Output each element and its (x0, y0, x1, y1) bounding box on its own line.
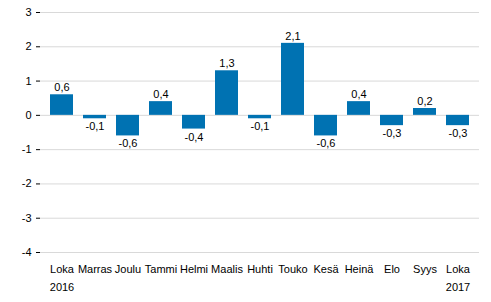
svg-text:0,2: 0,2 (417, 95, 432, 107)
svg-text:Loka2016: Loka2016 (50, 263, 75, 293)
svg-text:0,4: 0,4 (351, 88, 366, 100)
svg-text:-0,4: -0,4 (185, 131, 204, 143)
svg-text:-0,3: -0,3 (383, 127, 402, 139)
svg-text:-2: -2 (22, 177, 32, 189)
svg-text:Heinä: Heinä (345, 263, 375, 275)
svg-text:Syys: Syys (413, 263, 437, 275)
svg-text:Loka2017: Loka2017 (446, 263, 471, 293)
svg-text:2: 2 (25, 40, 31, 52)
svg-text:Kesä: Kesä (313, 263, 339, 275)
svg-text:0,4: 0,4 (153, 88, 168, 100)
svg-text:-0,6: -0,6 (317, 137, 336, 149)
svg-text:-0,1: -0,1 (251, 120, 270, 132)
svg-text:1: 1 (25, 75, 31, 87)
svg-text:-1: -1 (22, 143, 32, 155)
svg-text:0,6: 0,6 (54, 81, 69, 93)
svg-text:-3: -3 (22, 212, 32, 224)
svg-text:Huhti: Huhti (247, 263, 273, 275)
svg-text:Elo: Elo (384, 263, 400, 275)
svg-text:0: 0 (25, 109, 31, 121)
svg-text:Marras: Marras (78, 263, 113, 275)
svg-text:-0,6: -0,6 (119, 137, 138, 149)
svg-text:Touko: Touko (278, 263, 307, 275)
svg-text:Tammi: Tammi (145, 263, 177, 275)
svg-text:Maalis: Maalis (211, 263, 243, 275)
svg-text:2,1: 2,1 (285, 30, 300, 42)
svg-text:3: 3 (25, 6, 31, 18)
svg-text:Joulu: Joulu (115, 263, 141, 275)
svg-text:1,3: 1,3 (219, 57, 234, 69)
svg-text:-0,3: -0,3 (449, 127, 468, 139)
svg-text:Helmi: Helmi (180, 263, 208, 275)
svg-text:-0,1: -0,1 (86, 120, 105, 132)
svg-text:-4: -4 (22, 246, 32, 258)
